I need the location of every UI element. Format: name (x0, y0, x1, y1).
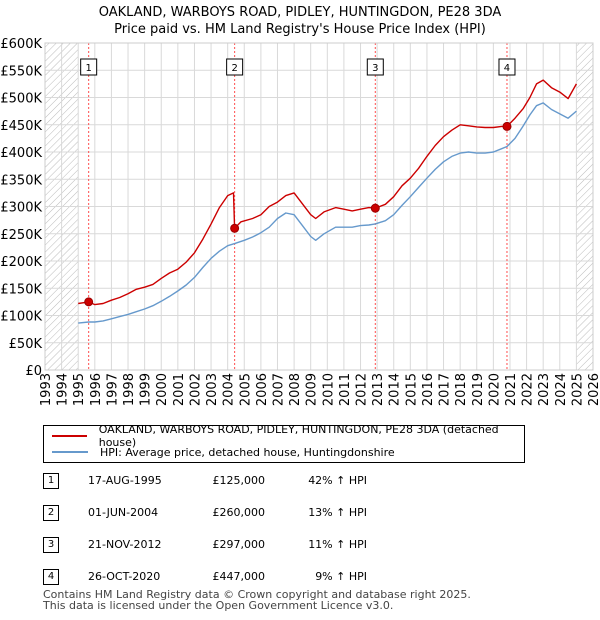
x-tick-label: 2012 (355, 373, 370, 406)
series-line-property (78, 79, 578, 306)
y-tick-label: £50K (9, 337, 43, 352)
transaction-hpi-diff: 11% ↑ HPI (308, 538, 367, 551)
y-tick-label: £250K (0, 228, 42, 243)
transaction-number: 1 (43, 473, 59, 489)
plot-border (44, 42, 594, 371)
transaction-hpi-diff: 13% ↑ HPI (308, 506, 367, 519)
x-tick-label: 2007 (271, 373, 286, 406)
transaction-hpi-diff: 9% ↑ HPI (315, 570, 367, 583)
sale-marker-box (366, 58, 384, 76)
x-tick-label: 2014 (388, 373, 403, 406)
sale-marker-box (498, 58, 516, 76)
x-tick-label: 2001 (172, 373, 187, 406)
sale-point (84, 297, 94, 307)
x-tick-label: 1997 (105, 373, 120, 406)
table-row: 2 01-JUN-2004 £260,000 13% ↑ HPI (43, 505, 463, 525)
legend-item-property: OAKLAND, WARBOYS ROAD, PIDLEY, HUNTINGDO… (52, 423, 524, 449)
legend-line-property (52, 435, 87, 437)
table-row: 3 21-NOV-2012 £297,000 11% ↑ HPI (43, 537, 463, 557)
footer-attribution: Contains HM Land Registry data © Crown c… (43, 589, 471, 611)
y-tick-label: £550K (0, 64, 42, 79)
footer-license: This data is licensed under the Open Gov… (43, 599, 394, 612)
transaction-number: 3 (43, 537, 59, 553)
x-tick-label: 2013 (371, 373, 386, 406)
y-tick-label: £0 (25, 364, 42, 379)
legend-item-hpi: HPI: Average price, detached house, Hunt… (52, 444, 395, 460)
transaction-date: 17-AUG-1995 (88, 474, 162, 487)
x-tick-label: 2002 (188, 373, 203, 406)
sale-point (370, 203, 380, 213)
transaction-hpi-diff: 42% ↑ HPI (308, 474, 367, 487)
x-tick-label: 2021 (504, 373, 519, 406)
price-chart: £0 £50K £100K £150K £200K £250K £300K £350K £400… (0, 37, 600, 406)
x-tick-label: 1995 (72, 373, 87, 406)
y-tick-label: £200K (0, 255, 42, 270)
x-tick-label: 2003 (205, 373, 220, 406)
x-tick-label: 2018 (454, 373, 469, 406)
y-tick-label: £400K (0, 146, 42, 161)
sale-marker-label: 3 (372, 63, 378, 74)
x-tick-label: 2017 (438, 373, 453, 406)
x-tick-label: 1999 (139, 373, 154, 406)
x-tick-label: 2020 (487, 373, 502, 406)
x-tick-label: 2019 (471, 373, 486, 406)
transaction-date: 01-JUN-2004 (88, 506, 159, 519)
x-tick-label: 2015 (404, 373, 419, 406)
x-tick-label: 2006 (255, 373, 270, 406)
footer-copyright: Contains HM Land Registry data © Crown c… (43, 588, 471, 601)
y-tick-label: £100K (0, 310, 42, 325)
transaction-price: £260,000 (212, 506, 266, 519)
sale-marker-label: 2 (231, 63, 237, 74)
sale-marker-label: 4 (504, 63, 510, 74)
x-tick-label: 2011 (338, 373, 353, 406)
x-tick-label: 1998 (122, 373, 137, 406)
transaction-price: £125,000 (212, 474, 266, 487)
transaction-price: £297,000 (212, 538, 266, 551)
x-tick-label: 1996 (89, 373, 104, 406)
y-tick-label: £150K (0, 282, 42, 297)
x-tick-label: 2023 (537, 373, 552, 406)
legend-label-hpi: HPI: Average price, detached house, Hunt… (100, 445, 395, 459)
y-tick-label: £300K (0, 201, 42, 216)
x-tick-label: 1994 (56, 373, 71, 406)
table-row: 1 17-AUG-1995 £125,000 42% ↑ HPI (43, 473, 463, 493)
transaction-number: 4 (43, 569, 59, 585)
transaction-price: £447,000 (212, 570, 266, 583)
x-tick-label: 2022 (521, 373, 536, 406)
x-tick-label: 2010 (321, 373, 336, 406)
legend-label-property: OAKLAND, WARBOYS ROAD, PIDLEY, HUNTINGDO… (98, 423, 499, 449)
chart-legend: OAKLAND, WARBOYS ROAD, PIDLEY, HUNTINGDO… (43, 423, 525, 463)
x-tick-label: 2005 (238, 373, 253, 406)
x-tick-label: 2009 (305, 373, 320, 406)
sale-marker-label: 1 (85, 63, 91, 74)
y-tick-label: £500K (0, 92, 42, 107)
sale-point (502, 121, 512, 131)
y-tick-label: £600K (0, 37, 42, 52)
x-tick-label: 2026 (587, 373, 600, 406)
transaction-number: 2 (43, 505, 59, 521)
chart-subtitle: Price paid vs. HM Land Registry's House … (114, 22, 486, 37)
transaction-date: 21-NOV-2012 (88, 538, 162, 551)
sale-marker-box (226, 58, 244, 76)
chart-title-address: OAKLAND, WARBOYS ROAD, PIDLEY, HUNTINGDO… (98, 5, 502, 20)
sale-point (230, 223, 240, 233)
x-tick-label: 2008 (288, 373, 303, 406)
x-tick-label: 2000 (155, 373, 170, 406)
x-tick-label: 2016 (421, 373, 436, 406)
y-tick-label: £450K (0, 119, 42, 134)
x-tick-label: 2004 (222, 373, 237, 406)
x-tick-label: 2024 (554, 373, 569, 406)
x-tick-label: 2025 (570, 373, 585, 406)
sale-marker-box (80, 58, 98, 76)
x-tick-label: 1993 (39, 373, 54, 406)
legend-line-hpi (52, 451, 88, 453)
table-row: 4 26-OCT-2020 £447,000 9% ↑ HPI (43, 569, 463, 589)
transaction-date: 26-OCT-2020 (88, 570, 161, 583)
y-tick-label: £350K (0, 173, 42, 188)
series-line-hpi (78, 102, 577, 324)
